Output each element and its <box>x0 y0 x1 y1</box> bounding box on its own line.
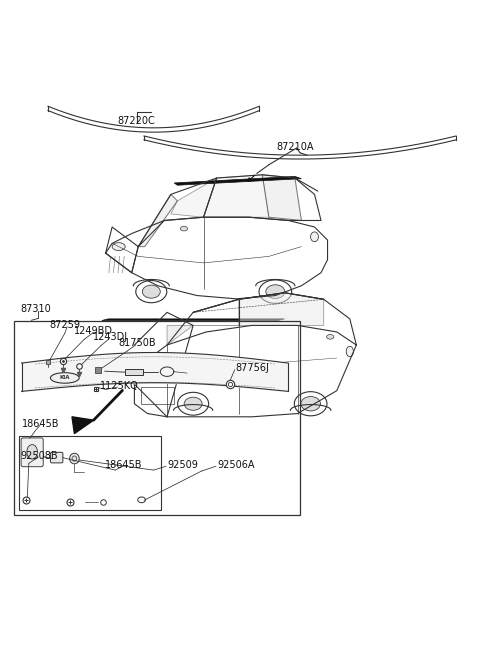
Ellipse shape <box>180 226 188 231</box>
Text: 87310: 87310 <box>20 304 51 314</box>
Ellipse shape <box>301 397 321 411</box>
Ellipse shape <box>178 392 209 415</box>
Text: 87210A: 87210A <box>276 142 313 152</box>
Polygon shape <box>171 174 269 217</box>
Bar <box>141 388 174 403</box>
Text: 1243DJ: 1243DJ <box>93 332 128 342</box>
Text: 87756J: 87756J <box>235 363 269 373</box>
Text: 87259: 87259 <box>49 320 80 330</box>
Polygon shape <box>167 325 239 345</box>
Text: 18645B: 18645B <box>105 460 142 470</box>
Text: 18645B: 18645B <box>22 419 60 429</box>
Ellipse shape <box>72 456 77 461</box>
Text: 1125KQ: 1125KQ <box>100 380 139 390</box>
Text: KIA: KIA <box>60 375 70 380</box>
Ellipse shape <box>112 243 125 251</box>
Ellipse shape <box>346 346 353 357</box>
Ellipse shape <box>27 445 37 459</box>
Ellipse shape <box>50 373 79 383</box>
Text: 1249BD: 1249BD <box>74 326 113 336</box>
Ellipse shape <box>136 281 167 302</box>
Ellipse shape <box>311 232 318 241</box>
Ellipse shape <box>70 453 79 464</box>
Ellipse shape <box>259 280 292 303</box>
Polygon shape <box>174 176 301 185</box>
Polygon shape <box>138 194 178 247</box>
Ellipse shape <box>294 392 327 416</box>
Polygon shape <box>262 174 301 220</box>
Text: 92508B: 92508B <box>20 451 58 461</box>
FancyBboxPatch shape <box>21 438 43 466</box>
FancyBboxPatch shape <box>50 453 63 463</box>
Ellipse shape <box>327 335 334 339</box>
Ellipse shape <box>184 398 202 410</box>
Text: 92509: 92509 <box>167 460 198 470</box>
Ellipse shape <box>143 285 160 298</box>
Bar <box>125 369 143 375</box>
Text: 92506A: 92506A <box>217 460 254 470</box>
Polygon shape <box>239 293 324 325</box>
Ellipse shape <box>138 497 145 502</box>
Text: 81750B: 81750B <box>118 338 156 348</box>
Polygon shape <box>72 417 94 434</box>
Ellipse shape <box>266 285 285 298</box>
Text: 87220C: 87220C <box>118 115 156 126</box>
Polygon shape <box>102 319 285 321</box>
